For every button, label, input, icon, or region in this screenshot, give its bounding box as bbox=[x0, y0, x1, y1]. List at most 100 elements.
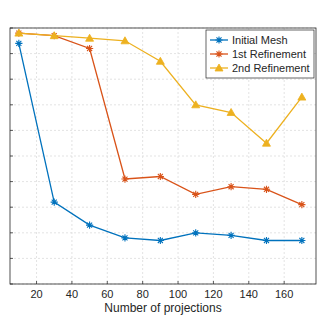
data-point bbox=[121, 234, 128, 241]
data-point bbox=[227, 183, 234, 190]
data-point bbox=[298, 201, 305, 208]
marker-shape bbox=[157, 173, 164, 180]
marker-shape bbox=[215, 64, 223, 71]
x-tick-label: 60 bbox=[101, 288, 113, 300]
data-point bbox=[121, 175, 128, 182]
y-tick bbox=[10, 53, 13, 54]
marker-shape bbox=[121, 37, 129, 44]
marker-shape bbox=[215, 50, 222, 57]
marker-shape bbox=[298, 201, 305, 208]
legend-label: 2nd Refinement bbox=[232, 62, 310, 74]
x-tick-label: 20 bbox=[30, 288, 42, 300]
x-grid-line bbox=[107, 28, 108, 284]
marker-shape bbox=[156, 57, 164, 64]
data-point bbox=[192, 101, 200, 108]
marker-shape bbox=[263, 186, 270, 193]
marker-shape bbox=[15, 30, 22, 37]
chart: 20 40 60 80 100 120 140 160 Number of projection… bbox=[0, 0, 320, 320]
y-grid-line bbox=[10, 130, 316, 131]
legend-marker bbox=[215, 64, 223, 71]
marker-shape bbox=[15, 40, 22, 47]
data-point bbox=[227, 108, 235, 115]
data-point bbox=[51, 198, 58, 205]
legend-box bbox=[206, 30, 314, 78]
y-tick bbox=[10, 258, 13, 259]
marker-shape bbox=[86, 222, 93, 229]
data-point bbox=[121, 37, 129, 44]
marker-shape bbox=[227, 183, 234, 190]
x-tick bbox=[36, 281, 37, 284]
x-grid-line bbox=[36, 28, 37, 284]
data-point bbox=[227, 232, 234, 239]
marker-shape bbox=[192, 191, 199, 198]
marker-shape bbox=[227, 232, 234, 239]
y-tick bbox=[10, 79, 13, 80]
x-tick bbox=[178, 281, 179, 284]
marker-shape bbox=[50, 32, 58, 39]
marker-shape bbox=[51, 32, 58, 39]
y-tick bbox=[10, 156, 13, 157]
data-point bbox=[156, 57, 164, 64]
y-grid-line bbox=[10, 181, 316, 182]
data-point bbox=[298, 237, 305, 244]
y-grid-line bbox=[10, 104, 316, 105]
marker-shape bbox=[227, 108, 235, 115]
x-tick-label: 120 bbox=[204, 288, 222, 300]
x-tick bbox=[248, 281, 249, 284]
y-grid-line bbox=[10, 207, 316, 208]
background bbox=[0, 0, 320, 320]
y-grid-line bbox=[10, 156, 316, 157]
x-tick bbox=[142, 281, 143, 284]
marker-shape bbox=[298, 93, 306, 100]
marker-shape bbox=[192, 229, 199, 236]
x-tick bbox=[213, 281, 214, 284]
y-grid-line bbox=[10, 232, 316, 233]
data-point bbox=[86, 34, 94, 41]
y-grid-line bbox=[10, 79, 316, 80]
marker-shape bbox=[86, 45, 93, 52]
x-tick-label: 40 bbox=[66, 288, 78, 300]
marker-shape bbox=[51, 198, 58, 205]
x-tick bbox=[71, 281, 72, 284]
legend: Initial Mesh1st Refinement2nd Refinement bbox=[206, 30, 314, 78]
data-point bbox=[263, 186, 270, 193]
data-point bbox=[86, 45, 93, 52]
marker-shape bbox=[298, 237, 305, 244]
data-point bbox=[298, 93, 306, 100]
x-tick bbox=[107, 281, 108, 284]
marker-shape bbox=[121, 234, 128, 241]
data-point bbox=[15, 29, 23, 36]
legend-label: 1st Refinement bbox=[232, 48, 306, 60]
data-point bbox=[157, 237, 164, 244]
marker-shape bbox=[15, 29, 23, 36]
x-tick bbox=[284, 281, 285, 284]
x-tick-label: 100 bbox=[169, 288, 187, 300]
marker-shape bbox=[86, 34, 94, 41]
marker-shape bbox=[192, 101, 200, 108]
plot-frame bbox=[10, 28, 316, 284]
legend-marker bbox=[215, 50, 222, 57]
y-tick bbox=[10, 130, 13, 131]
x-tick-label: 140 bbox=[240, 288, 258, 300]
x-tick-label: 80 bbox=[137, 288, 149, 300]
x-tick-label: 160 bbox=[275, 288, 293, 300]
x-axis-label: Number of projections bbox=[104, 301, 221, 315]
marker-shape bbox=[121, 175, 128, 182]
x-grid-line bbox=[142, 28, 143, 284]
y-grid-line bbox=[10, 258, 316, 259]
data-point bbox=[192, 229, 199, 236]
data-point bbox=[192, 191, 199, 198]
data-point bbox=[15, 30, 22, 37]
y-tick bbox=[10, 181, 13, 182]
data-point bbox=[262, 139, 270, 146]
marker-shape bbox=[263, 237, 270, 244]
y-tick bbox=[10, 104, 13, 105]
x-grid-line bbox=[178, 28, 179, 284]
marker-shape bbox=[215, 36, 222, 43]
marker-shape bbox=[157, 237, 164, 244]
data-point bbox=[51, 32, 58, 39]
data-point bbox=[86, 222, 93, 229]
legend-marker bbox=[215, 36, 222, 43]
y-tick bbox=[10, 232, 13, 233]
data-point bbox=[15, 40, 22, 47]
